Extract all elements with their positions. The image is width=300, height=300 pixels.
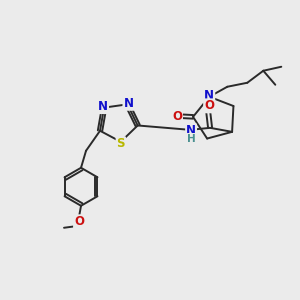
Text: N: N xyxy=(204,89,214,102)
Text: H: H xyxy=(187,134,196,144)
Text: O: O xyxy=(172,110,182,122)
Text: S: S xyxy=(116,137,125,150)
Text: O: O xyxy=(204,99,214,112)
Text: N: N xyxy=(98,100,108,113)
Text: N: N xyxy=(186,124,196,137)
Text: O: O xyxy=(74,215,84,228)
Text: N: N xyxy=(123,97,134,110)
